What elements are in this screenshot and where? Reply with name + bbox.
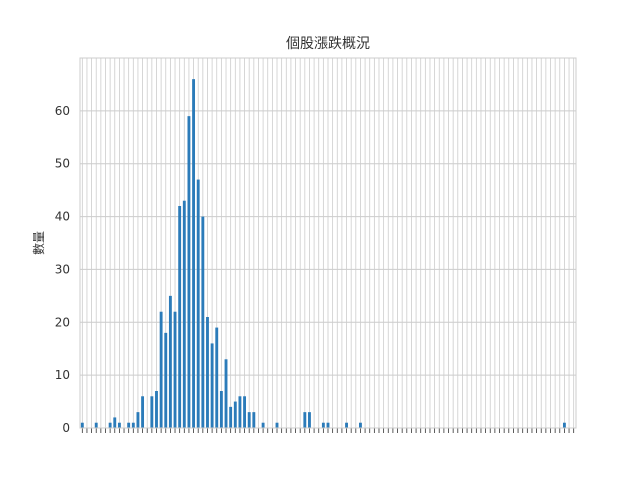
bar xyxy=(141,396,145,428)
bar xyxy=(233,401,237,428)
bar xyxy=(178,206,182,428)
bar xyxy=(192,79,196,429)
bars xyxy=(80,79,566,429)
y-axis-label: 數量 xyxy=(32,231,46,255)
bar xyxy=(127,422,131,428)
bar xyxy=(238,396,242,428)
plot-area-frame xyxy=(79,57,577,429)
bar xyxy=(210,343,214,428)
bar xyxy=(215,327,219,428)
bar xyxy=(261,422,265,428)
y-tick-labels: 0 10 20 30 40 50 60 xyxy=(55,104,70,435)
bar xyxy=(275,422,279,428)
bar xyxy=(150,396,154,428)
bar xyxy=(173,311,177,428)
bar xyxy=(252,412,256,428)
bar xyxy=(113,417,117,428)
bar xyxy=(155,391,158,428)
bar xyxy=(219,391,223,428)
bar xyxy=(303,412,307,428)
bar xyxy=(224,359,228,428)
y-tick-label: 0 xyxy=(62,421,70,435)
bar xyxy=(182,200,186,428)
bar xyxy=(229,406,233,428)
bar xyxy=(308,412,311,428)
y-tick-label: 30 xyxy=(55,262,70,276)
bar xyxy=(187,116,191,429)
bar xyxy=(345,422,348,428)
x-tick-marks xyxy=(81,428,575,433)
bar xyxy=(117,422,121,428)
y-tick-label: 50 xyxy=(55,157,70,171)
bar xyxy=(159,311,163,428)
bar xyxy=(562,422,566,428)
bar xyxy=(247,412,251,428)
bar xyxy=(94,422,98,428)
y-tick-label: 20 xyxy=(55,315,70,329)
bar xyxy=(359,422,362,428)
bar xyxy=(201,216,205,428)
y-tick-label: 60 xyxy=(55,104,70,118)
bar xyxy=(168,295,172,428)
bar xyxy=(326,422,330,428)
chart-title: 個股漲跌概況 xyxy=(286,36,370,52)
bar xyxy=(108,422,112,428)
bar xyxy=(164,332,168,428)
bar xyxy=(243,396,246,428)
y-tick-label: 10 xyxy=(55,368,70,382)
grid-lines xyxy=(80,58,576,429)
bar xyxy=(206,317,209,428)
bar xyxy=(131,422,135,428)
bar xyxy=(321,422,325,428)
bar xyxy=(196,179,200,428)
bar xyxy=(80,422,84,428)
bar xyxy=(136,412,140,428)
y-tick-label: 40 xyxy=(55,210,70,224)
